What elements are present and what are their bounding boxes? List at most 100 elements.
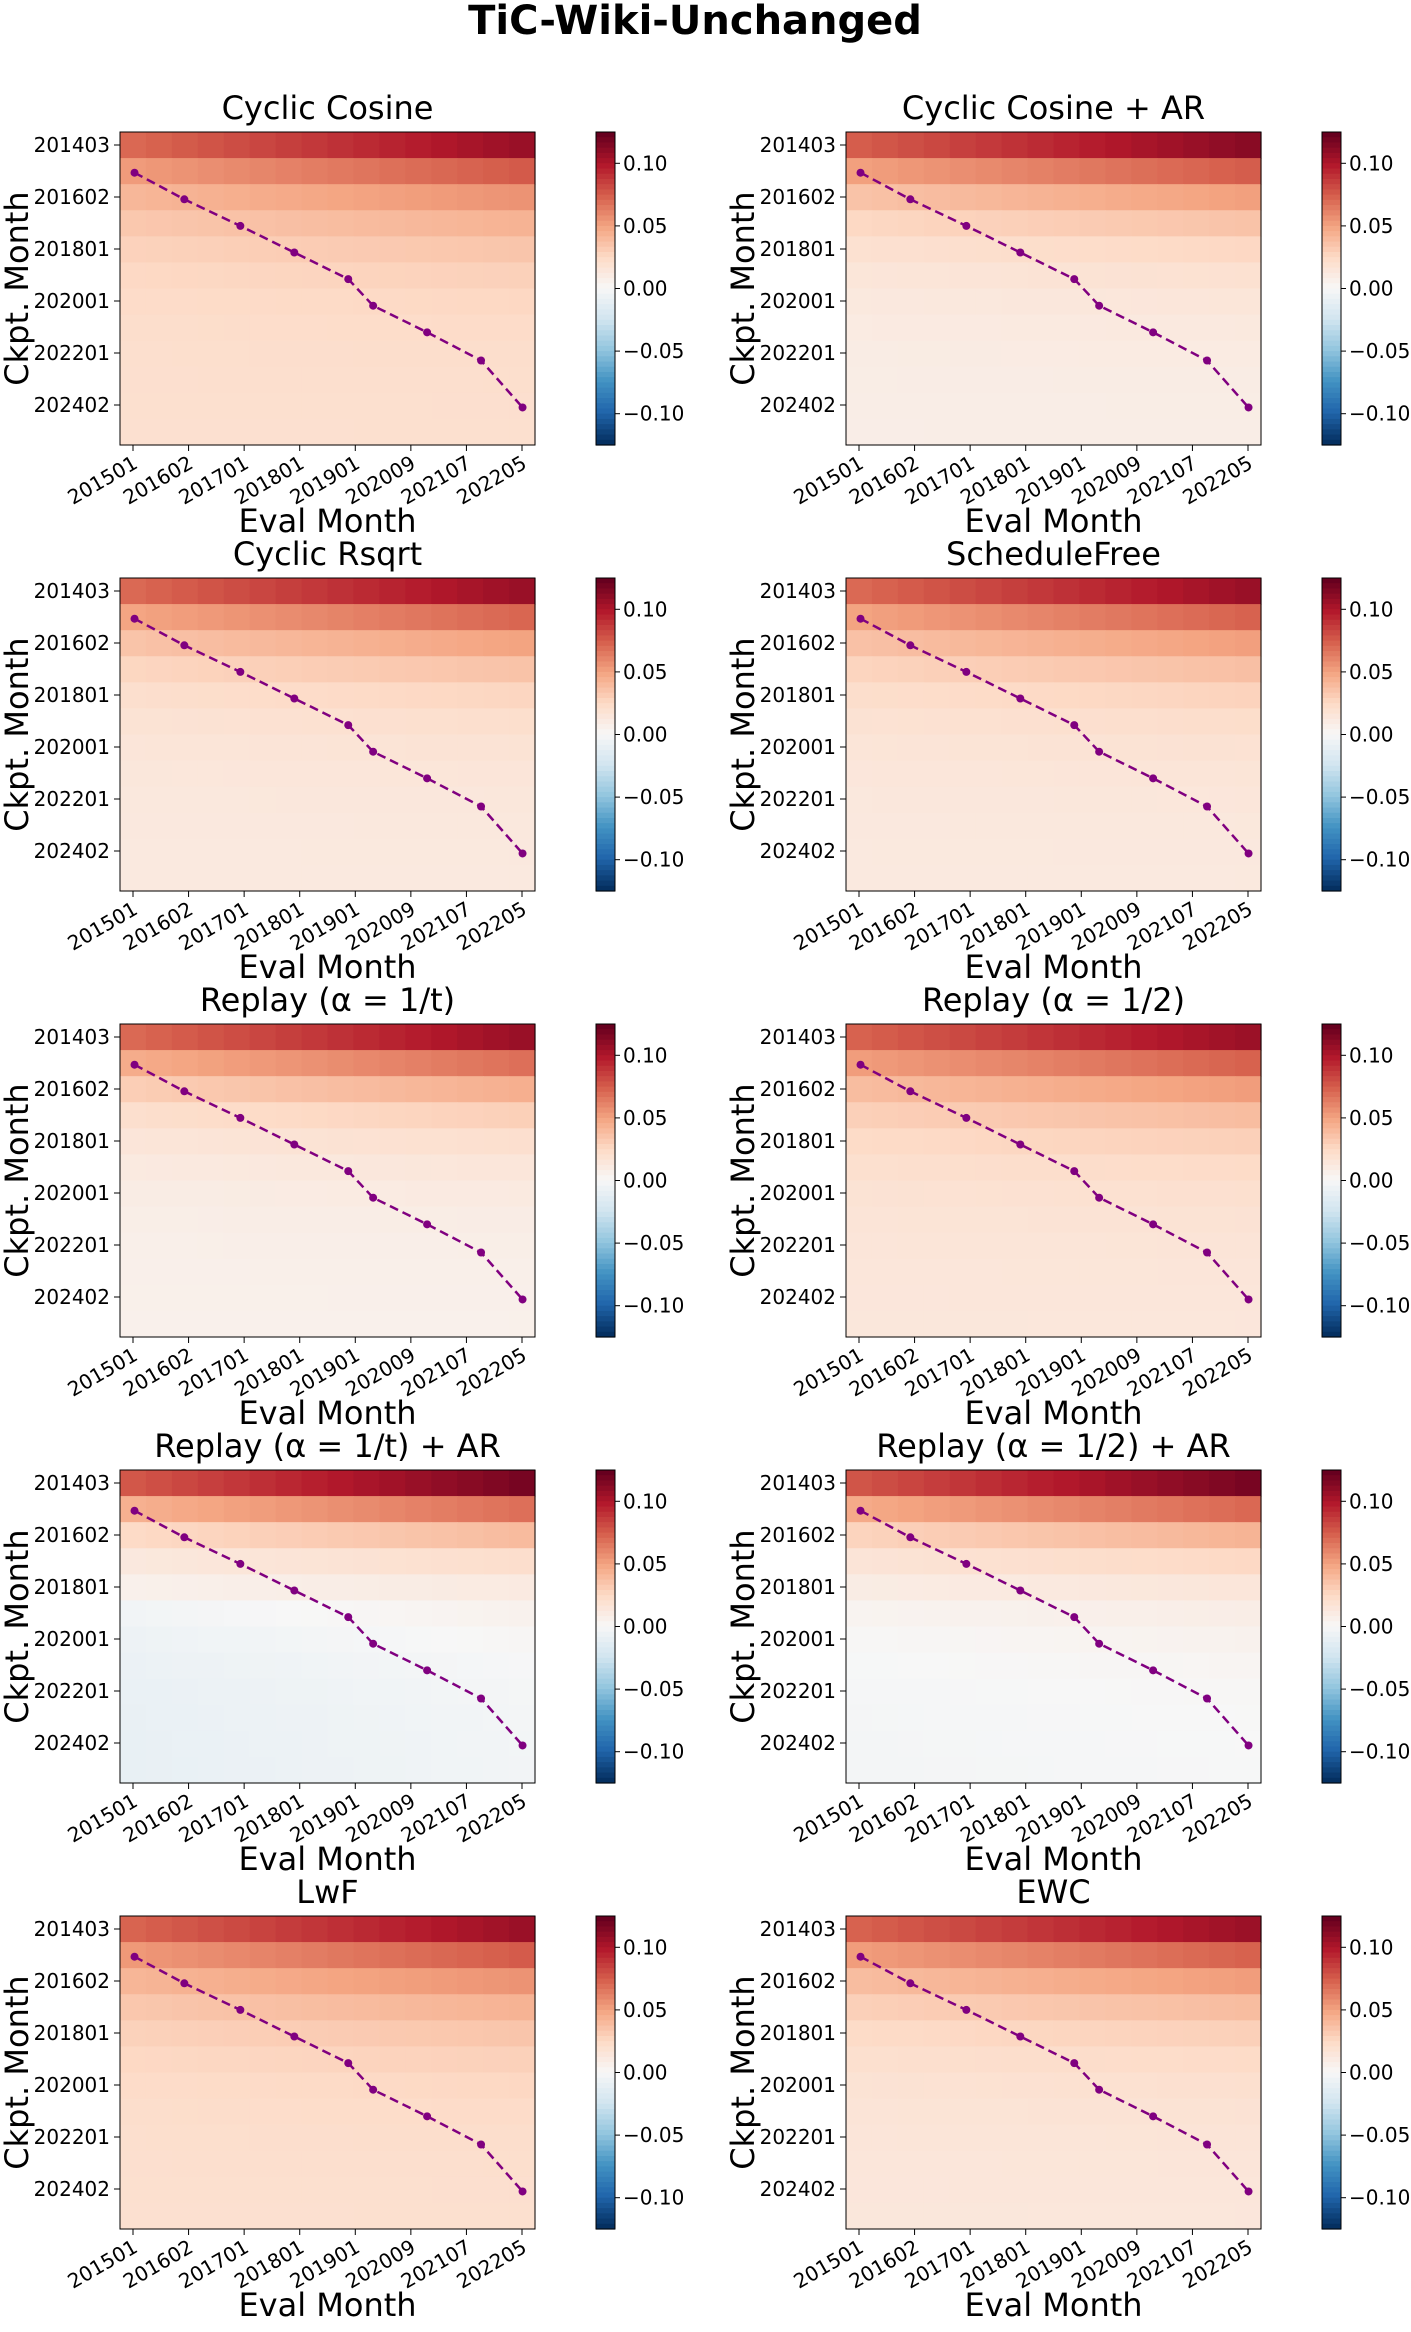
heatmap-cell [197, 1076, 225, 1103]
heatmap-cell [846, 366, 873, 394]
heatmap-cell [197, 366, 225, 394]
heatmap-cell [483, 2098, 510, 2126]
heatmap-cell [1183, 1076, 1210, 1103]
heatmap-cell [509, 1916, 536, 1943]
heatmap-cell [249, 1076, 277, 1103]
heatmap-cell [483, 1470, 510, 1497]
heatmap-cell [897, 1310, 925, 1338]
heatmap-cell [871, 314, 899, 342]
colorbar-segment [596, 1232, 615, 1239]
heatmap-cell [1157, 1310, 1184, 1338]
heatmap-cell [145, 1916, 173, 1943]
heatmap-cell [379, 682, 406, 710]
heatmap-cell [301, 1548, 329, 1575]
heatmap-cell [275, 1206, 303, 1234]
heatmap-cell [1079, 604, 1106, 631]
heatmap-cell [897, 1626, 925, 1654]
heatmap-cell [1183, 604, 1210, 631]
heatmap-cell [949, 236, 977, 264]
colorbar-segment [1322, 1962, 1341, 1969]
heatmap-cell [509, 1076, 536, 1103]
colorbar-segment [596, 168, 615, 175]
heatmap-cell [1001, 1968, 1029, 1995]
colorbar-segment [1322, 791, 1341, 798]
heatmap-cell [431, 2124, 458, 2152]
y-tick-label: 201801 [34, 2021, 110, 2045]
heatmap-cell [949, 734, 977, 762]
colorbar-segment [1322, 1086, 1341, 1093]
heatmap-cell [949, 2202, 977, 2230]
heatmap-cell [871, 392, 899, 420]
colorbar-segment [596, 2166, 615, 2173]
heatmap-cell [197, 1154, 225, 1182]
diagonal-marker [1095, 301, 1104, 310]
heatmap-cell [483, 184, 510, 211]
colorbar-segment [1322, 392, 1341, 399]
heatmap-cell [275, 2046, 303, 2074]
colorbar-segment [596, 1694, 615, 1701]
heatmap-cell [457, 1284, 484, 1312]
heatmap-cell [223, 1522, 251, 1549]
heatmap-cell [1209, 1968, 1236, 1995]
heatmap-cell [353, 630, 380, 657]
heatmap-cell [1105, 1756, 1132, 1784]
heatmap-cell [301, 578, 329, 605]
heatmap-cell [457, 132, 484, 159]
heatmap-cell [1079, 1678, 1106, 1706]
heatmap-cell [275, 812, 303, 840]
heatmap-cell [431, 1102, 458, 1129]
heatmap-cell [949, 1154, 977, 1182]
diagonal-marker [1070, 2059, 1079, 2068]
heatmap-cell [1183, 132, 1210, 159]
heatmap-cell [509, 2072, 536, 2100]
heatmap-cell [897, 1206, 925, 1234]
heatmap-cell [1157, 1470, 1184, 1497]
colorbar-segment [1322, 2182, 1341, 2188]
heatmap-cell [871, 262, 899, 290]
heatmap-cell [1131, 1076, 1158, 1103]
heatmap-cell [949, 1968, 977, 1995]
heatmap-cell [949, 1600, 977, 1628]
heatmap-cell [923, 2072, 951, 2100]
heatmap-cell [1157, 1942, 1184, 1969]
heatmap-cell [405, 1730, 432, 1758]
x-axis-label: Eval Month [964, 502, 1142, 540]
heatmap-cell [197, 1024, 225, 1051]
heatmap-cell [171, 760, 199, 788]
colorbar-segment [596, 854, 615, 861]
heatmap-cell [301, 2124, 329, 2152]
heatmap-cell [197, 2072, 225, 2100]
heatmap-cell [120, 578, 147, 605]
heatmap-cell [509, 1180, 536, 1208]
heatmap-cell [431, 2150, 458, 2178]
heatmap-cell [897, 2124, 925, 2152]
colorbar-segment [1322, 1548, 1341, 1555]
heatmap-cell [1001, 1310, 1029, 1338]
heatmap-cell [379, 1756, 406, 1784]
heatmap-cell [379, 1522, 406, 1549]
diagonal-marker [236, 1113, 245, 1122]
colorbar-segment [596, 1039, 615, 1046]
colorbar-segment [596, 2062, 615, 2068]
heatmap-cell [353, 604, 380, 631]
heatmap-cell [1183, 630, 1210, 657]
heatmap-cell [1183, 1154, 1210, 1182]
heatmap-cell [1131, 1310, 1158, 1338]
heatmap-cell [871, 1968, 899, 1995]
heatmap-cell [275, 1756, 303, 1784]
heatmap-cell [1157, 2124, 1184, 2152]
colorbar-segment [1322, 1050, 1341, 1056]
heatmap-cell [1131, 1942, 1158, 1969]
heatmap-cell [1183, 734, 1210, 762]
colorbar-segment [1322, 398, 1341, 404]
heatmap-cell [897, 1994, 925, 2021]
y-tick-label: 202001 [760, 1627, 836, 1651]
heatmap-cell [1183, 1284, 1210, 1312]
heatmap-cell [197, 1916, 225, 1943]
heatmap-cell [1053, 838, 1081, 866]
heatmap-cell [949, 158, 977, 185]
heatmap-cell [353, 2150, 380, 2178]
colorbar-segment [596, 434, 615, 441]
heatmap-cell [223, 1258, 251, 1286]
heatmap-cell [301, 2072, 329, 2100]
